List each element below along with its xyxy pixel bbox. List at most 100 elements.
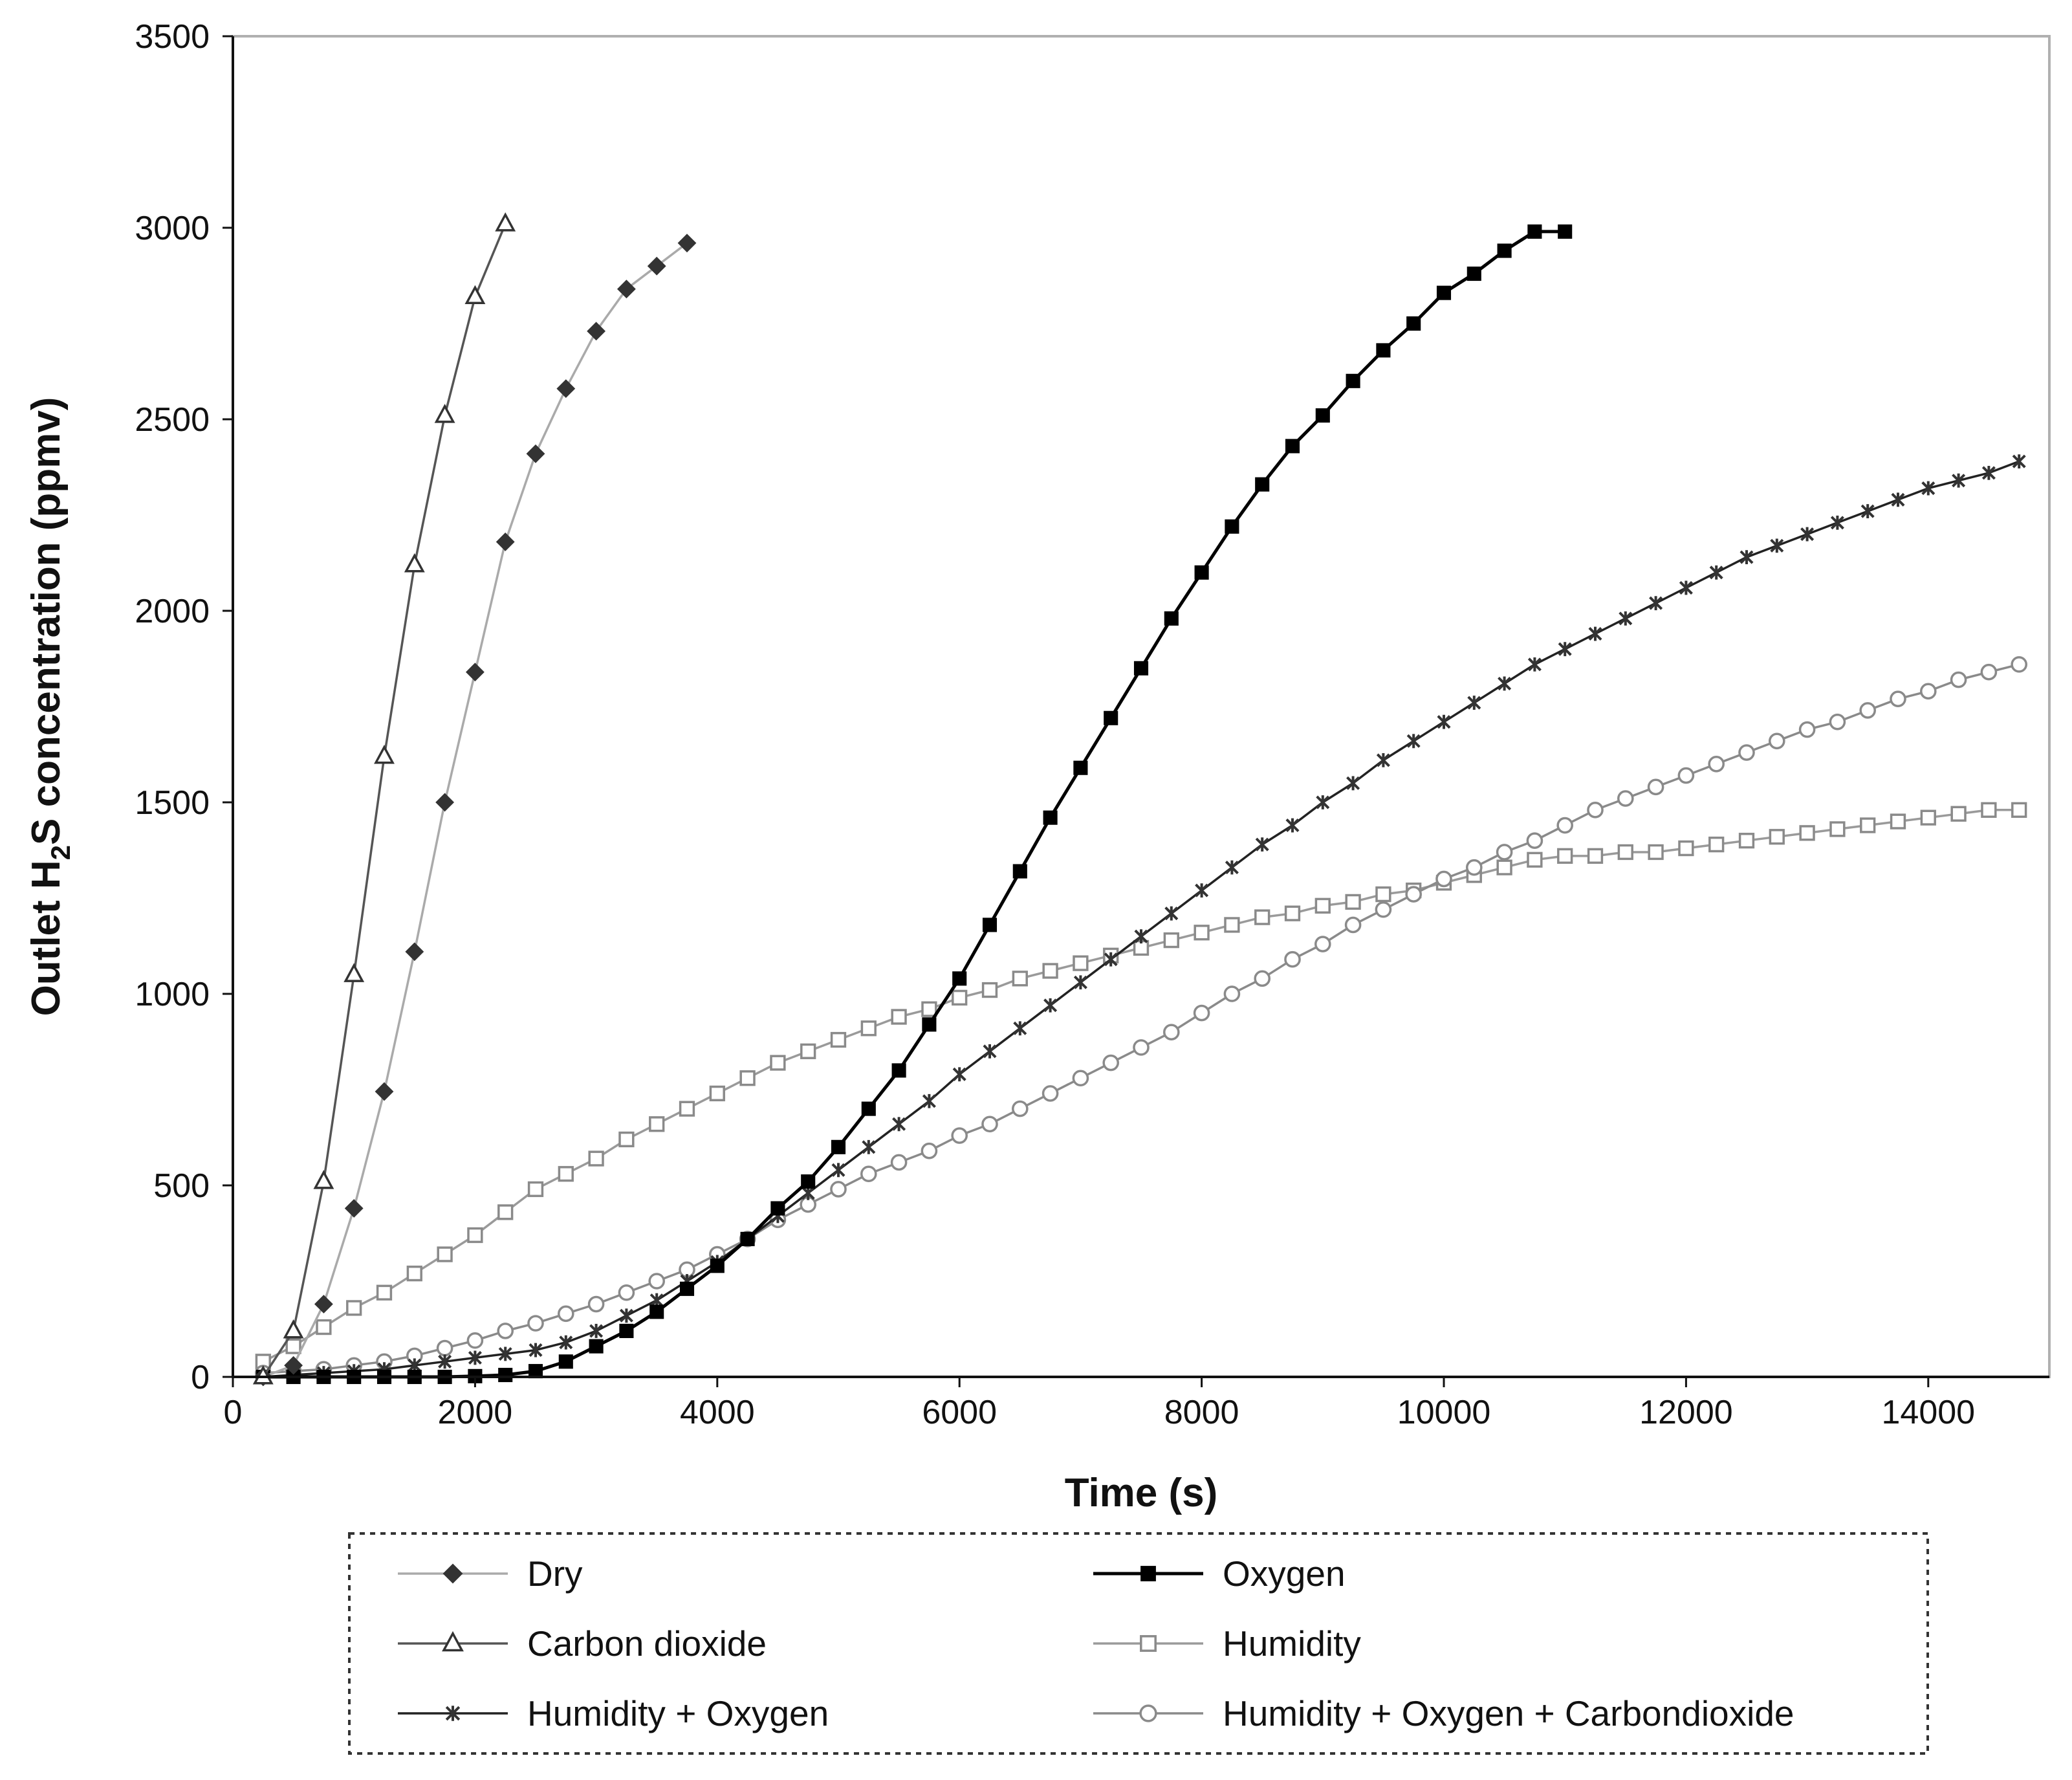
data-point-humidity <box>1073 955 1089 971</box>
data-point-dry <box>616 280 636 299</box>
data-point-oxygen <box>589 1339 604 1354</box>
y-tick-label: 2000 <box>135 593 210 630</box>
data-point-humidity <box>618 1131 635 1148</box>
data-point-oxygen <box>1527 224 1542 239</box>
data-point-oxygen <box>1346 373 1360 388</box>
data-point-dry <box>465 663 485 682</box>
data-point-humidity-oxygen <box>529 1343 543 1357</box>
data-point-humidity <box>1224 917 1240 933</box>
data-point-humidity <box>1042 963 1058 979</box>
data-point-humidity <box>406 1266 422 1282</box>
data-point-humidity-oxygen-carbondioxide <box>1708 756 1725 773</box>
data-point-humidity <box>679 1101 695 1117</box>
chart-axes: 0 2000 4000 6000 8000 10000 12000 14000 0 500 1000… <box>24 18 2051 1515</box>
data-point-humidity-oxygen-carbondioxide <box>981 1115 998 1133</box>
data-point-humidity-oxygen <box>1921 481 1936 496</box>
data-point-humidity <box>1345 894 1361 910</box>
data-point-humidity <box>1284 905 1301 921</box>
data-point-humidity-oxygen <box>1679 580 1693 595</box>
legend-item-dry: Dry <box>398 1554 583 1594</box>
data-point-humidity <box>1708 836 1725 853</box>
data-point-humidity-oxygen-carbondioxide <box>587 1295 605 1313</box>
data-point-humidity-oxygen <box>2012 454 2026 469</box>
data-point-humidity-oxygen <box>983 1044 997 1059</box>
data-point-humidity-oxygen <box>1860 504 1875 518</box>
data-point-humidity-oxygen <box>1467 696 1481 710</box>
data-point-carbon-dioxide <box>374 744 395 764</box>
data-point-humidity-oxygen <box>1255 837 1269 852</box>
data-point-humidity-oxygen-carbondioxide <box>1254 970 1270 987</box>
data-point-oxygen <box>1104 710 1118 725</box>
x-tick-label: 0 <box>224 1394 243 1431</box>
data-point-oxygen <box>1043 810 1058 825</box>
x-axis-title: Time (s) <box>1065 1471 1218 1515</box>
data-point-humidity-oxygen-carbondioxide <box>1677 767 1695 784</box>
legend-swatch-marker <box>445 1706 461 1721</box>
data-point-oxygen <box>528 1364 543 1379</box>
data-point-humidity <box>1920 809 1936 826</box>
data-point-humidity-oxygen-carbondioxide <box>830 1181 847 1198</box>
data-point-humidity-oxygen-carbondioxide <box>558 1305 574 1323</box>
data-point-oxygen <box>1194 565 1209 580</box>
data-point-oxygen <box>740 1231 755 1246</box>
data-point-oxygen <box>1376 343 1391 358</box>
data-point-humidity-oxygen-carbondioxide <box>648 1273 666 1290</box>
data-point-humidity-oxygen-carbondioxide <box>921 1142 938 1159</box>
x-tick-label: 14000 <box>1881 1394 1975 1431</box>
data-point-humidity-oxygen-carbondioxide <box>1526 832 1543 849</box>
data-point-humidity-oxygen-carbondioxide <box>1284 950 1301 968</box>
data-point-oxygen <box>1467 266 1481 281</box>
data-point-humidity <box>921 1001 937 1017</box>
data-point-humidity-oxygen <box>1406 734 1421 749</box>
data-point-oxygen <box>801 1174 816 1189</box>
data-point-humidity <box>1496 859 1512 875</box>
data-point-humidity-oxygen <box>1981 465 1996 480</box>
data-point-humidity-oxygen-carbondioxide <box>1405 886 1422 903</box>
data-point-humidity <box>709 1085 725 1102</box>
data-point-humidity-oxygen-carbondioxide <box>436 1339 453 1357</box>
data-point-dry <box>677 234 697 253</box>
data-point-humidity-oxygen <box>1830 515 1844 530</box>
data-point-oxygen <box>498 1367 513 1383</box>
data-point-humidity-oxygen <box>559 1335 573 1350</box>
data-point-humidity-oxygen-carbondioxide <box>1647 778 1664 796</box>
data-point-humidity-oxygen-carbondioxide <box>1617 790 1634 807</box>
data-point-humidity <box>952 989 968 1006</box>
legend-item-humidity-oxygen: Humidity + Oxygen <box>398 1693 829 1733</box>
data-point-humidity <box>800 1043 816 1059</box>
data-point-humidity-oxygen <box>589 1324 604 1338</box>
data-point-dry <box>496 533 515 551</box>
legend-swatch-marker <box>1139 1704 1157 1722</box>
y-axis-title-part: Outlet H <box>24 860 69 1016</box>
y-tick-label: 2500 <box>135 401 210 439</box>
data-point-humidity-oxygen-carbondioxide <box>1344 916 1362 934</box>
data-point-humidity-oxygen <box>498 1346 512 1361</box>
data-point-humidity <box>739 1070 756 1086</box>
data-point-humidity-oxygen <box>1619 611 1633 626</box>
data-point-humidity <box>1678 840 1694 857</box>
data-point-humidity <box>770 1055 786 1071</box>
data-point-humidity-oxygen-carbondioxide <box>1556 817 1573 834</box>
data-point-humidity <box>1254 909 1270 925</box>
data-point-oxygen <box>1225 519 1239 534</box>
data-point-dry <box>405 942 424 961</box>
data-point-oxygen <box>861 1101 876 1116</box>
data-point-humidity <box>1738 833 1755 849</box>
data-point-humidity-oxygen-carbondioxide <box>1859 702 1876 719</box>
data-point-humidity-oxygen <box>619 1308 633 1323</box>
data-point-humidity <box>1527 852 1543 868</box>
data-point-dry <box>344 1199 364 1218</box>
legend-item-carbon-dioxide: Carbon dioxide <box>398 1623 767 1664</box>
data-point-humidity-oxygen <box>1134 929 1148 944</box>
data-point-humidity-oxygen <box>1195 883 1209 898</box>
y-axis-title-part: S concentration (ppmv) <box>24 397 69 845</box>
data-point-humidity-oxygen <box>1164 906 1179 921</box>
chart-legend: Dry Oxygen Carbon dioxide Humidity Humidity … <box>348 1532 1929 1755</box>
data-point-humidity <box>649 1116 665 1132</box>
legend-label: Humidity + Oxygen + Carbondioxide <box>1223 1693 1794 1733</box>
y-axis-title-subscript: 2 <box>45 845 76 860</box>
data-point-humidity-oxygen-carbondioxide <box>466 1332 484 1349</box>
data-point-humidity-oxygen-carbondioxide <box>1072 1070 1089 1087</box>
data-point-humidity <box>346 1300 362 1316</box>
